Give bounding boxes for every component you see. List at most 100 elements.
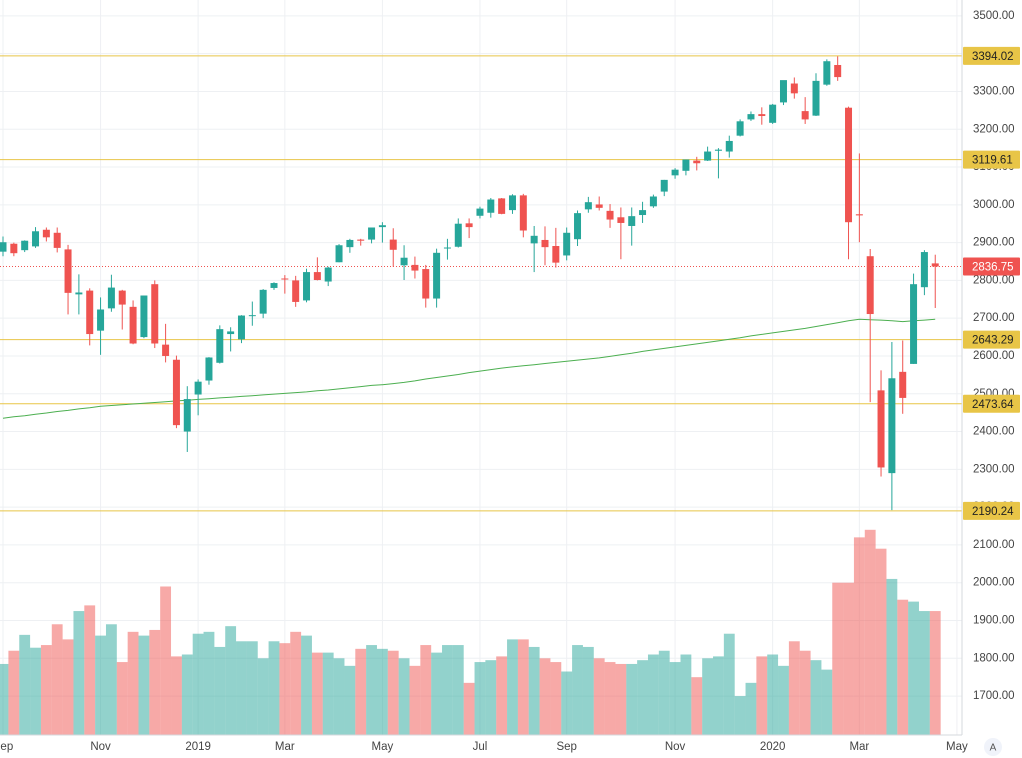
volume-bar	[452, 645, 464, 735]
candle-body	[541, 239, 549, 248]
candle-body	[118, 290, 126, 305]
candle-body	[194, 381, 202, 395]
volume-bar	[431, 652, 443, 735]
candle-body	[931, 263, 939, 267]
volume-bar	[582, 646, 594, 735]
level-tag-label: 3119.61	[972, 155, 1013, 167]
y-tick-label: 2900.00	[973, 237, 1015, 249]
volume-bar	[214, 646, 226, 735]
volume-bar	[387, 650, 399, 735]
volume-bar	[225, 626, 237, 735]
volume-bar	[918, 611, 930, 735]
volume-bar	[713, 656, 724, 735]
volume-bar	[897, 599, 909, 735]
candle-body	[584, 202, 592, 210]
volume-bar	[366, 645, 377, 735]
candle-body	[389, 239, 397, 250]
candle-body	[866, 256, 874, 315]
volume-bar	[311, 652, 323, 735]
volume-bar	[203, 631, 215, 735]
candle-body	[920, 252, 928, 288]
volume-layer	[0, 529, 941, 735]
candle-body	[368, 227, 376, 240]
volume-bar	[30, 647, 41, 735]
volume-bar	[680, 654, 692, 735]
volume-bar	[355, 648, 367, 735]
level-tag	[963, 394, 1020, 413]
candle-body	[498, 198, 506, 214]
last-price-label: 2836.75	[972, 262, 1014, 274]
volume-bar	[116, 662, 128, 735]
candle-body	[617, 217, 625, 223]
candle-body	[97, 309, 105, 331]
candle-body	[758, 114, 766, 117]
candle-body	[801, 111, 809, 120]
level-tag	[963, 150, 1020, 169]
last-price-tag	[963, 257, 1020, 276]
volume-bar	[626, 663, 638, 735]
candle-body	[671, 169, 679, 176]
volume-bar	[62, 639, 74, 735]
x-tick-label: Sep	[556, 741, 576, 753]
moving-average	[2, 318, 936, 419]
volume-bar	[0, 663, 9, 735]
candle-body	[183, 399, 191, 432]
candle-body	[704, 151, 712, 161]
volume-bar	[105, 624, 117, 735]
y-tick-label: 2800.00	[973, 274, 1015, 286]
candle-body	[660, 179, 668, 192]
candle-body	[563, 232, 571, 256]
y-tick-label: 2600.00	[973, 350, 1015, 362]
volume-bar	[279, 643, 291, 735]
candle-body	[888, 378, 896, 474]
volume-bar	[767, 654, 779, 735]
volume-bar	[561, 671, 573, 735]
y-tick-label: 3500.00	[973, 10, 1015, 22]
candle-body	[140, 295, 148, 338]
ma-layer	[2, 318, 936, 419]
volume-bar	[474, 662, 486, 735]
scale-button-label[interactable]: A	[990, 743, 997, 754]
candle-body	[378, 225, 386, 228]
y-tick-label: 1900.00	[973, 615, 1015, 627]
candle-body	[205, 357, 213, 381]
volume-bar	[908, 601, 919, 735]
candle-body	[324, 267, 332, 282]
candle-body	[714, 149, 722, 151]
level-tag	[963, 501, 1020, 520]
volume-bar	[322, 652, 334, 735]
price-axis-bg	[962, 0, 1022, 758]
x-tick-label: Nov	[665, 741, 686, 753]
volume-bar	[171, 656, 182, 735]
volume-bar	[832, 582, 844, 735]
candle-body	[465, 223, 473, 228]
candle-body	[443, 247, 451, 249]
level-tag	[963, 46, 1020, 65]
volume-bar	[734, 696, 746, 735]
candle-body	[595, 204, 603, 208]
volume-bar	[192, 633, 204, 735]
volume-bar	[301, 635, 312, 735]
candle-body	[292, 280, 300, 302]
x-tick-label: 2019	[185, 741, 211, 753]
volume-bar	[691, 677, 703, 735]
candle-body	[693, 160, 701, 164]
candle-body	[313, 272, 321, 281]
level-tag-label: 3394.02	[972, 51, 1014, 63]
volume-bar	[669, 662, 681, 735]
volume-bar	[799, 650, 811, 735]
candle-body	[21, 240, 29, 251]
volume-bar	[236, 641, 247, 735]
candle-body	[335, 245, 343, 263]
volume-bar	[84, 605, 96, 735]
volume-bar	[181, 654, 193, 735]
candle-body	[649, 196, 657, 207]
scale-button[interactable]	[984, 738, 1002, 756]
candle-body	[574, 213, 582, 240]
volume-bar	[778, 665, 789, 735]
axis-labels: 1700.001800.001900.002000.002100.002200.…	[0, 10, 1015, 753]
volume-bar	[517, 639, 529, 735]
candle-body	[400, 257, 408, 266]
volume-bar	[593, 658, 605, 735]
volume-bar	[853, 537, 865, 735]
